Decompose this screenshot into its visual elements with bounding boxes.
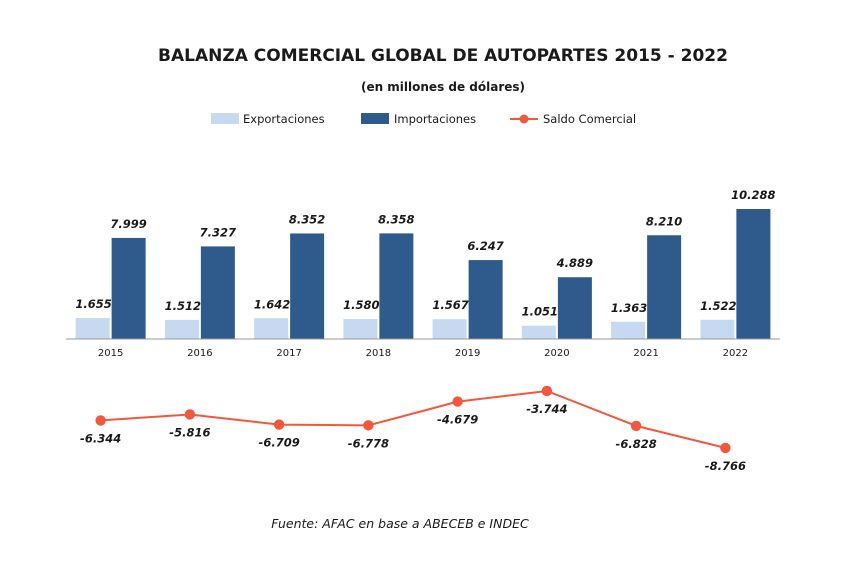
x-tick-label-2020: 2020 <box>544 348 569 359</box>
data-label-exportaciones-2021: 1.363 <box>611 301 647 315</box>
bar-importaciones-2018 <box>379 233 414 339</box>
data-label-importaciones-2019: 6.247 <box>467 239 503 253</box>
legend-label-exportaciones: Exportaciones <box>243 112 325 126</box>
marker-saldo-comercial-2018 <box>363 420 374 431</box>
bar-exportaciones-2015 <box>75 318 110 339</box>
data-label-saldo-comercial-2020: -3.744 <box>526 402 567 416</box>
data-label-saldo-comercial-2016: -5.816 <box>169 425 210 439</box>
bar-exportaciones-2017 <box>254 318 289 339</box>
bar-exportaciones-2021 <box>611 321 646 339</box>
data-label-importaciones-2022: 10.288 <box>731 188 775 202</box>
data-label-saldo-comercial-2022: -8.766 <box>705 459 746 473</box>
bar-importaciones-2015 <box>111 237 146 339</box>
marker-saldo-comercial-2020 <box>541 385 553 397</box>
x-tick-label-2018: 2018 <box>366 348 391 359</box>
data-label-importaciones-2020: 4.889 <box>556 256 593 270</box>
line-series-group: -6.344 -5.816 -6.709 -6.778 -4.679 -3.744 -6.8… <box>80 385 746 473</box>
legend-swatch-marker-saldo-comercial <box>519 114 529 124</box>
data-label-importaciones-2015: 7.999 <box>110 217 146 231</box>
bar-exportaciones-2018 <box>343 319 378 339</box>
x-tick-label-2021: 2021 <box>633 348 658 359</box>
marker-saldo-comercial-2022 <box>720 442 731 454</box>
x-tick-label-2017: 2017 <box>276 348 301 359</box>
bar-importaciones-2020 <box>557 277 592 339</box>
data-label-exportaciones-2018: 1.580 <box>343 298 379 312</box>
x-tick-label-2016: 2016 <box>187 348 212 359</box>
data-label-exportaciones-2022: 1.522 <box>700 299 736 313</box>
bar-importaciones-2022 <box>736 209 771 339</box>
data-label-saldo-comercial-2017: -6.709 <box>259 436 300 450</box>
bar-importaciones-2021 <box>647 235 682 339</box>
legend-swatch-exportaciones <box>211 113 239 124</box>
data-label-exportaciones-2016: 1.512 <box>165 299 201 313</box>
data-label-exportaciones-2017: 1.642 <box>254 297 290 311</box>
legend: Exportaciones Importaciones Saldo Comercia… <box>211 112 636 126</box>
marker-saldo-comercial-2015 <box>95 415 106 426</box>
bar-exportaciones-2019 <box>432 319 467 339</box>
x-axis-ticks: 2015 2016 2017 2018 2019 2020 2021 2022 <box>98 348 748 359</box>
source-note: Fuente: AFAC en base a ABECEB e INDEC <box>271 516 529 531</box>
bar-exportaciones-2022 <box>700 319 735 339</box>
x-tick-label-2015: 2015 <box>98 348 123 359</box>
chart-title: BALANZA COMERCIAL GLOBAL DE AUTOPARTES 2… <box>158 46 728 66</box>
data-label-exportaciones-2019: 1.567 <box>432 298 468 312</box>
data-label-saldo-comercial-2018: -6.778 <box>348 436 389 450</box>
legend-label-importaciones: Importaciones <box>394 112 476 126</box>
data-label-exportaciones-2015: 1.655 <box>75 297 111 311</box>
marker-saldo-comercial-2017 <box>273 419 285 430</box>
line-saldo-comercial <box>100 389 726 449</box>
marker-saldo-comercial-2021 <box>630 420 642 432</box>
data-label-importaciones-2016: 7.327 <box>200 225 236 239</box>
data-label-saldo-comercial-2021: -6.828 <box>616 437 657 451</box>
marker-saldo-comercial-2019 <box>452 396 463 407</box>
chart-subtitle: (en millones de dólares) <box>361 80 525 94</box>
data-label-exportaciones-2020: 1.051 <box>522 305 558 319</box>
x-tick-label-2022: 2022 <box>723 348 748 359</box>
bar-importaciones-2016 <box>200 246 235 339</box>
bar-exportaciones-2016 <box>164 319 199 339</box>
data-label-saldo-comercial-2019: -4.679 <box>437 413 478 427</box>
data-label-importaciones-2021: 8.210 <box>646 214 682 228</box>
marker-saldo-comercial-2016 <box>184 409 196 420</box>
legend-label-saldo-comercial: Saldo Comercial <box>543 112 636 126</box>
legend-swatch-importaciones <box>361 113 389 124</box>
data-label-saldo-comercial-2015: -6.344 <box>80 431 121 445</box>
bar-importaciones-2019 <box>468 260 503 339</box>
bar-exportaciones-2020 <box>521 325 556 339</box>
bar-series-group: 1.655 7.999 1.512 7.327 1.642 8.352 1.580 8.358… <box>75 188 776 339</box>
x-tick-label-2019: 2019 <box>455 348 480 359</box>
data-label-importaciones-2018: 8.358 <box>378 212 414 226</box>
bar-importaciones-2017 <box>290 233 325 339</box>
data-label-importaciones-2017: 8.352 <box>289 212 325 226</box>
